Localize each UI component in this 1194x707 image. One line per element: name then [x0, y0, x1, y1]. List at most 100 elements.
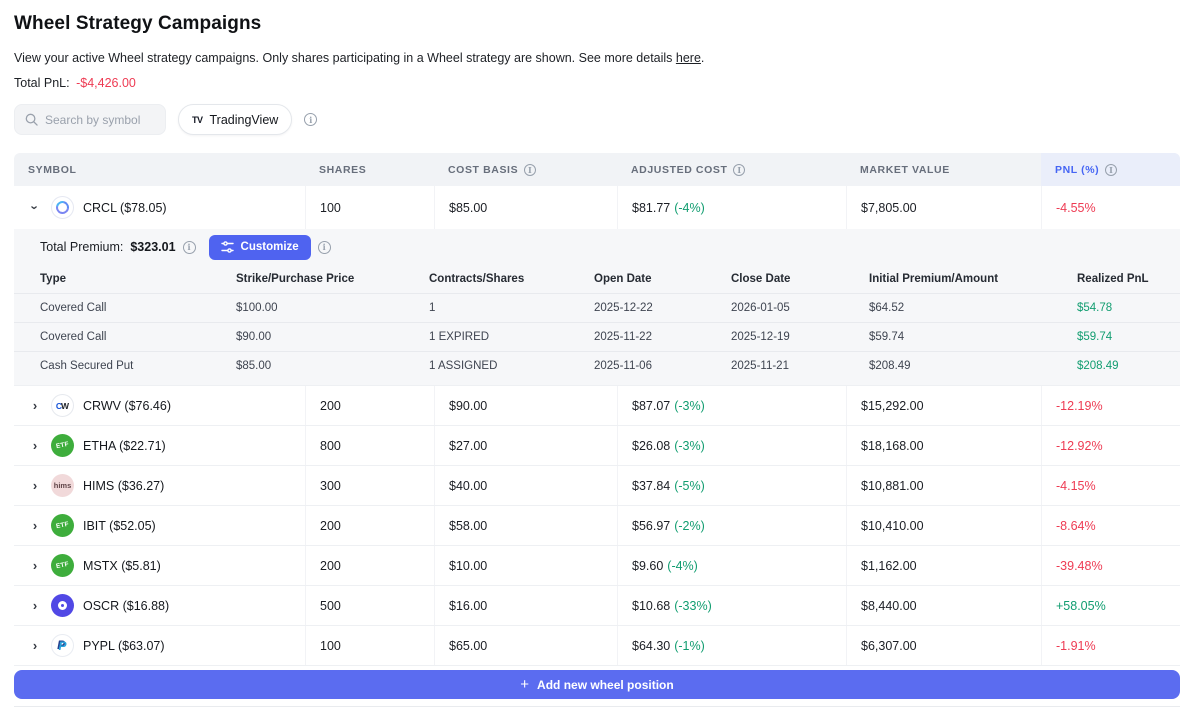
adjusted-cost-value: $9.60 [632, 558, 664, 573]
oscr-logo-icon [51, 594, 74, 617]
total-premium-value: $323.01 [130, 240, 176, 254]
crcl-logo-icon [51, 196, 74, 219]
sub-premium-cell: $59.74 [855, 322, 1063, 351]
sub-close-date-cell: 2025-11-21 [717, 351, 855, 380]
adjusted-cost-pct: (-4%) [674, 200, 705, 215]
sliders-icon [220, 241, 234, 253]
header-market-value[interactable]: Market Value [846, 153, 1041, 186]
header-cost-basis[interactable]: Cost Basis [434, 153, 617, 186]
adjusted-cost-pct: (-5%) [674, 478, 705, 493]
sub-header-cell: Type [40, 273, 66, 285]
customize-button[interactable]: Customize [208, 234, 311, 260]
adjusted-cost-value: $64.30 [632, 638, 671, 653]
chevron-right-icon[interactable] [28, 559, 42, 572]
adjusted-cost-cell: $64.30 (-1%) [617, 626, 846, 665]
total-pnl-value: -$4,426.00 [76, 76, 136, 90]
chevron-right-icon[interactable] [28, 399, 42, 412]
symbol-cell: OSCR ($16.88) [14, 586, 305, 625]
cost-basis-cell: $65.00 [434, 626, 617, 665]
symbol-label: HIMS ($36.27) [83, 478, 165, 493]
sub-header-cell: Strike/Purchase Price [236, 273, 355, 285]
chevron-right-icon[interactable] [28, 639, 42, 652]
customize-label: Customize [240, 241, 299, 253]
chevron-right-icon[interactable] [28, 439, 42, 452]
market-value-cell: $15,292.00 [846, 386, 1041, 425]
search-input[interactable] [45, 112, 155, 127]
symbol-label: PYPL ($63.07) [83, 638, 165, 653]
header-adjusted-cost[interactable]: Adjusted Cost [617, 153, 846, 186]
total-premium-label: Total Premium: [40, 240, 124, 254]
adjusted-cost-pct: (-3%) [674, 398, 705, 413]
sub-open-date-cell: 2025-11-06 [580, 351, 717, 380]
shares-cell: 800 [305, 426, 434, 465]
shares-cell: 200 [305, 386, 434, 425]
pnl-value: -12.92% [1056, 438, 1103, 453]
shares-cell: 200 [305, 546, 434, 585]
pnl-value: -4.15% [1056, 478, 1096, 493]
add-wheel-position-button[interactable]: + Add new wheel position [14, 670, 1180, 699]
adjusted-cost-pct: (-2%) [674, 518, 705, 533]
adjusted-cost-value: $10.68 [632, 598, 671, 613]
tradingview-button[interactable]: TV TradingView [178, 104, 293, 135]
pnl-cell: -12.92% [1041, 426, 1180, 465]
market-value-cell: $6,307.00 [846, 626, 1041, 665]
shares-cell: 200 [305, 506, 434, 545]
pnl-value: +58.05% [1056, 598, 1106, 613]
table-row[interactable]: CRCL ($78.05)100$85.00$81.77(-4%)$7,805.… [14, 186, 1180, 229]
chevron-right-icon[interactable] [28, 599, 42, 612]
symbol-cell: ETF IBIT ($52.05) [14, 506, 305, 545]
sub-premium-cell: $64.52 [855, 293, 1063, 322]
symbol-label: ETHA ($22.71) [83, 438, 166, 453]
sub-type-cell: Covered Call [14, 322, 222, 351]
market-value-cell: $1,162.00 [846, 546, 1041, 585]
adjusted-cost-info-icon[interactable] [733, 163, 746, 176]
chevron-right-icon[interactable] [28, 479, 42, 492]
sub-header-cell: Realized PnL [1077, 273, 1149, 285]
shares-cell: 100 [305, 186, 434, 229]
search-box[interactable] [14, 104, 166, 135]
tradingview-logo-icon: TV [192, 114, 203, 125]
header-symbol[interactable]: Symbol [14, 153, 305, 186]
market-value-cell: $18,168.00 [846, 426, 1041, 465]
sub-open-date-cell: 2025-12-22 [580, 293, 717, 322]
sub-contracts-cell: 1 [415, 293, 580, 322]
adjusted-cost-cell: $56.97 (-2%) [617, 506, 846, 545]
symbol-label: CRCL ($78.05) [83, 200, 167, 215]
search-icon [25, 113, 38, 126]
sub-premium-cell: $208.49 [855, 351, 1063, 380]
sub-realized-pnl-cell: $54.78 [1063, 293, 1180, 322]
etf-logo-icon: ETF [51, 434, 74, 457]
cost-basis-cell: $10.00 [434, 546, 617, 585]
customize-info-icon[interactable] [317, 240, 331, 254]
chevron-down-icon[interactable] [28, 201, 42, 214]
pnl-info-icon[interactable] [1105, 163, 1118, 176]
pnl-value: -8.64% [1056, 518, 1096, 533]
adjusted-cost-pct: (-4%) [667, 558, 698, 573]
pypl-logo-icon: P [51, 634, 74, 657]
adjusted-cost-value: $56.97 [632, 518, 671, 533]
header-pnl[interactable]: PnL (%) [1041, 153, 1180, 186]
chevron-right-icon[interactable] [28, 519, 42, 532]
tradingview-info-icon[interactable] [304, 113, 318, 126]
table-row[interactable]: OSCR ($16.88)500$16.00$10.68(-33%)$8,440… [14, 586, 1180, 626]
header-cost-basis-label: Cost Basis [448, 163, 519, 176]
sub-open-date-cell: 2025-11-22 [580, 322, 717, 351]
adjusted-cost-value: $26.08 [632, 438, 671, 453]
header-shares[interactable]: Shares [305, 153, 434, 186]
cost-basis-cell: $16.00 [434, 586, 617, 625]
market-value-cell: $10,410.00 [846, 506, 1041, 545]
total-premium-info-icon[interactable] [182, 240, 196, 254]
sub-table-header-row: Type Strike/Purchase Price Contracts/Share… [14, 265, 1180, 293]
pnl-value: -1.91% [1056, 638, 1096, 653]
see-more-details-link[interactable]: here [675, 51, 701, 65]
header-market-value-label: Market Value [860, 163, 950, 176]
total-pnl: Total PnL: -$4,426.00 [14, 76, 1180, 90]
cost-basis-info-icon[interactable] [524, 163, 537, 176]
symbol-cell: CRCL ($78.05) [14, 186, 305, 229]
